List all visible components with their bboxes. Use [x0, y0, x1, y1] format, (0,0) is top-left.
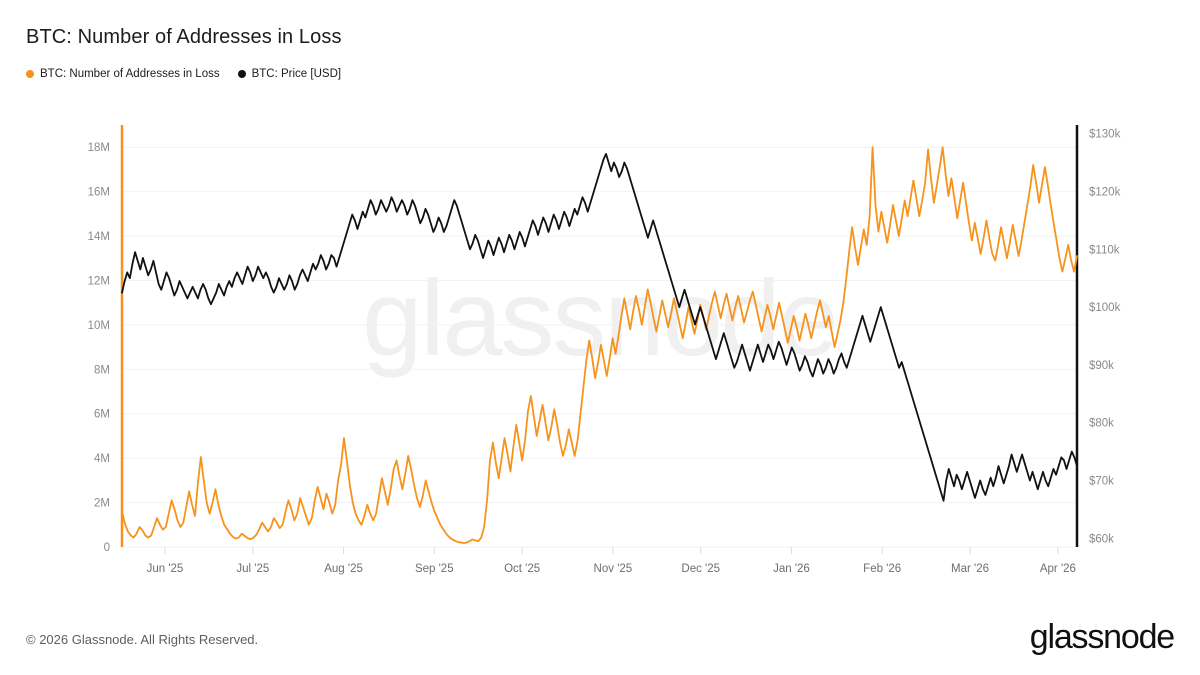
x-tick-label: Nov '25 — [594, 563, 633, 575]
x-tick-label: Aug '25 — [324, 563, 363, 575]
y-tick-label-left: 4M — [94, 453, 110, 465]
x-tick-label: Jul '25 — [236, 563, 269, 575]
y-tick-label-left: 14M — [88, 231, 110, 243]
series-line-price — [121, 153, 1078, 502]
chart-legend: BTC: Number of Addresses in Loss BTC: Pr… — [26, 68, 341, 80]
legend-item-price[interactable]: BTC: Price [USD] — [237, 68, 342, 80]
dot-icon — [237, 70, 246, 78]
y-tick-label-left: 2M — [94, 498, 110, 510]
x-tick-label: Apr '26 — [1040, 563, 1076, 575]
series-line-addresses — [121, 146, 1078, 544]
y-tick-label-right: $120k — [1089, 187, 1121, 199]
x-tick-label: Oct '25 — [504, 563, 540, 575]
legend-label-addresses: BTC: Number of Addresses in Loss — [40, 68, 220, 80]
y-tick-label-left: 12M — [88, 276, 110, 288]
y-tick-label-right: $100k — [1089, 302, 1121, 314]
page-title: BTC: Number of Addresses in Loss — [26, 26, 342, 48]
legend-item-addresses[interactable]: BTC: Number of Addresses in Loss — [26, 68, 220, 80]
y-tick-label-left: 6M — [94, 409, 110, 421]
y-axis-left: 0 2M 4M 6M 8M 10M 12M 14M 16M 18M — [88, 142, 110, 554]
y-tick-label-right: $70k — [1089, 476, 1114, 488]
y-tick-label-left: 8M — [94, 364, 110, 376]
x-tick-label: Feb '26 — [863, 563, 901, 575]
y-axis-right: $60k $70k $80k $90k $100k $110k $120k $130k — [1089, 129, 1121, 546]
x-tick-label: Mar '26 — [951, 563, 989, 575]
y-tick-label-right: $90k — [1089, 360, 1114, 372]
x-tick-label: Jan '26 — [773, 563, 810, 575]
y-tick-label-right: $80k — [1089, 418, 1114, 430]
y-tick-label-right: $110k — [1089, 244, 1120, 256]
copyright-text: © 2026 Glassnode. All Rights Reserved. — [26, 632, 259, 647]
x-axis: Jun '25 Jul '25 Aug '25 Sep '25 Oct '25 Nov '… — [147, 547, 1076, 575]
y-tick-label-right: $60k — [1089, 533, 1114, 545]
y-tick-label-left: 18M — [88, 142, 110, 154]
legend-label-price: BTC: Price [USD] — [251, 68, 342, 80]
gridlines — [122, 146, 1077, 548]
y-tick-label-left: 0 — [104, 542, 110, 554]
y-tick-label-left: 16M — [88, 187, 110, 199]
x-tick-label: Jun '25 — [147, 563, 184, 575]
x-tick-label: Sep '25 — [415, 563, 454, 575]
dot-icon — [26, 70, 34, 78]
glassnode-logo: glassnode — [1029, 618, 1175, 656]
x-tick-label: Dec '25 — [681, 563, 720, 575]
y-tick-label-left: 10M — [88, 320, 110, 332]
y-tick-label-right: $130k — [1089, 129, 1121, 141]
